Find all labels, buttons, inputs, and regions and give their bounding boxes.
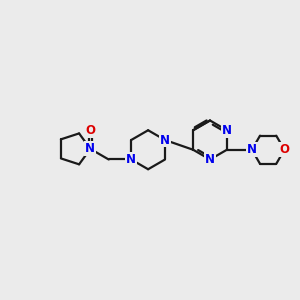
Text: N: N — [126, 153, 136, 166]
Text: N: N — [205, 153, 215, 166]
Text: O: O — [279, 143, 290, 156]
Text: N: N — [85, 142, 95, 155]
Text: O: O — [85, 124, 95, 136]
Text: N: N — [222, 124, 232, 137]
Text: N: N — [160, 134, 170, 146]
Text: N: N — [247, 143, 257, 156]
